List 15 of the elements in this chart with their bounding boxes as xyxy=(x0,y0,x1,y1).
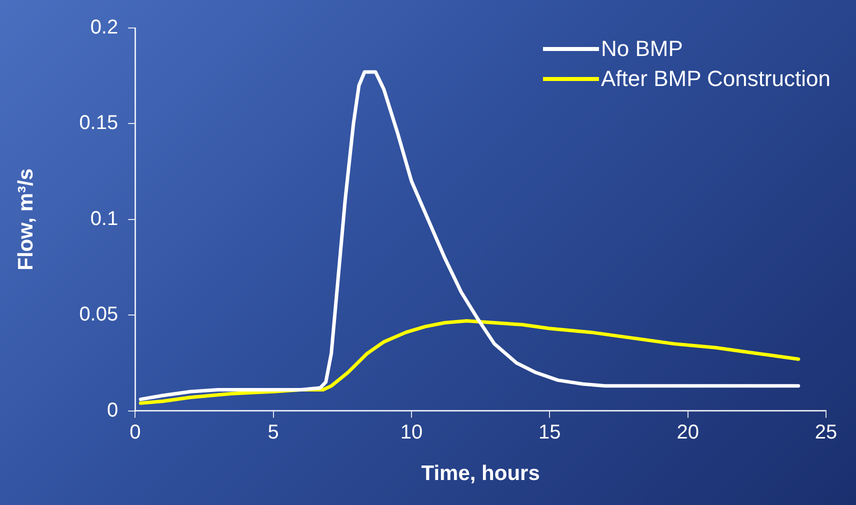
x-tick-label: 5 xyxy=(268,421,279,444)
y-tick-label: 0 xyxy=(107,399,118,422)
y-tick-label: 0.2 xyxy=(90,16,118,39)
y-tick-label: 0.1 xyxy=(90,208,118,230)
x-tick-label: 15 xyxy=(538,421,561,444)
legend-label: No BMP xyxy=(601,35,683,63)
x-tick-label: 0 xyxy=(130,421,141,444)
y-axis-title: Flow, m³/s xyxy=(14,168,38,270)
x-axis-title: Time, hours xyxy=(421,462,540,486)
x-tick-label: 25 xyxy=(814,421,838,444)
x-tick-label: 10 xyxy=(400,421,423,444)
y-tick-label: 0.05 xyxy=(79,304,118,326)
y-tick-label: 0.15 xyxy=(79,112,118,134)
legend-label: After BMP Construction xyxy=(601,65,830,93)
x-tick-label: 20 xyxy=(676,421,699,444)
